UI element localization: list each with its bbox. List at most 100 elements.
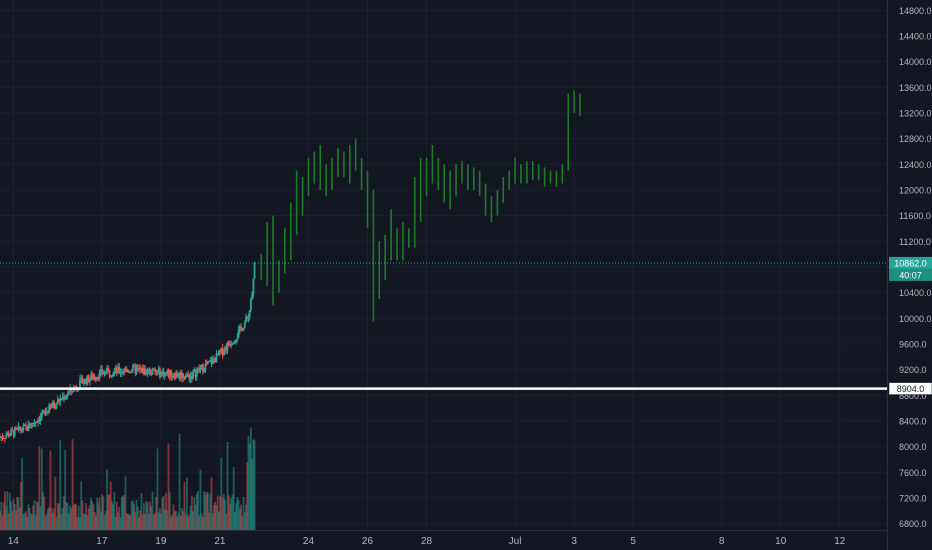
volume-bar [220,457,223,530]
candle-body [128,371,131,373]
volume-bar [6,491,9,530]
candle-body [160,372,163,377]
candle-body [114,367,117,371]
time-axis[interactable]: 14 17 19 21 24 26 28 Jul 3 5 8 10 12 [8,536,846,547]
volume-bar [75,504,78,530]
candle-body [179,372,182,379]
volume-bar [72,505,75,530]
candle-body [44,411,47,413]
candle-body [156,370,159,373]
volume-bar [11,511,14,530]
candle-body [58,399,60,402]
volume-bar [32,505,35,530]
volume-bar [79,517,81,530]
candle-body [151,368,154,375]
volume-bar [42,491,44,530]
candle-body [53,402,56,407]
volume-bar [95,515,97,530]
candle-body [38,419,41,421]
candle-body [91,374,94,380]
candle-body [181,373,183,379]
candle-body [171,375,174,378]
volume-bar [168,491,171,530]
volume-bar [34,515,37,530]
volume-bar [162,496,165,530]
volume-bar [183,481,186,530]
volume-bar [146,502,149,530]
volume-bar [161,497,164,530]
price-tick-label: 10400.0 [899,288,932,298]
volume-bar [165,492,167,530]
volume-bar [247,435,250,530]
candle-body [163,372,166,377]
volume-bar [21,458,24,530]
candle-body [248,310,251,317]
candle-body [225,346,228,351]
volume-bar [13,504,16,530]
candle-body [220,347,223,352]
volume-bar [101,494,103,530]
volume-bar [97,502,100,530]
candle-body [48,404,51,413]
candle-body [64,397,67,400]
volume-bar [252,439,255,530]
candle-body [176,372,179,377]
candle-body [222,351,225,355]
candle-body [101,369,103,374]
candle-body [133,365,135,367]
volume-bar [160,513,163,530]
volume-bar [205,492,208,530]
volume-bar [15,510,17,530]
volume-bar [236,496,239,530]
candle-body [27,424,30,431]
candle-body [81,377,84,384]
price-tick-label: 10000.0 [899,314,932,324]
candle-body [4,438,6,440]
price-axis[interactable]: 6800.0 7200.0 7600.0 8000.0 8400.0 8800.0 9200… [899,6,932,529]
candle-body [243,322,246,329]
volume-bar [106,469,108,530]
candle-body [154,369,156,371]
volume-bar [204,494,207,530]
volume-bar [20,481,22,530]
candle-body [199,368,202,371]
volume-bars [0,427,256,530]
volume-bar [31,514,33,530]
candle-body [155,370,158,373]
candle-body [203,370,206,372]
volume-bar [120,497,123,530]
volume-bar [200,513,203,530]
volume-bar [16,496,19,530]
candle-body [247,316,250,318]
candle-body [125,368,128,371]
candle-body [7,432,10,437]
volume-bar [45,513,48,530]
candlesticks [0,261,256,443]
candle-body [34,421,37,424]
price-tick-label: 8800.0 [899,391,927,401]
volume-bar [26,516,28,530]
volume-bar [54,476,57,530]
candle-body [211,358,214,364]
volume-bar [80,481,83,530]
candle-body [138,368,140,370]
volume-bar [91,500,94,530]
price-tick-label: 12000.0 [899,185,932,195]
volume-bar [103,514,106,530]
candle-body [236,337,239,340]
candle-body [5,435,8,439]
volume-bar [10,501,12,530]
volume-bar [238,508,241,530]
candle-body [157,368,160,371]
candle-body [195,371,198,377]
volume-bar [119,517,122,530]
candle-body [88,379,91,383]
candle-body [66,394,69,396]
volume-bar [18,507,21,530]
candle-body [50,406,53,408]
candle-body [35,421,38,423]
volume-bar [149,501,151,530]
candle-body [1,436,4,439]
candle-body [33,423,36,425]
